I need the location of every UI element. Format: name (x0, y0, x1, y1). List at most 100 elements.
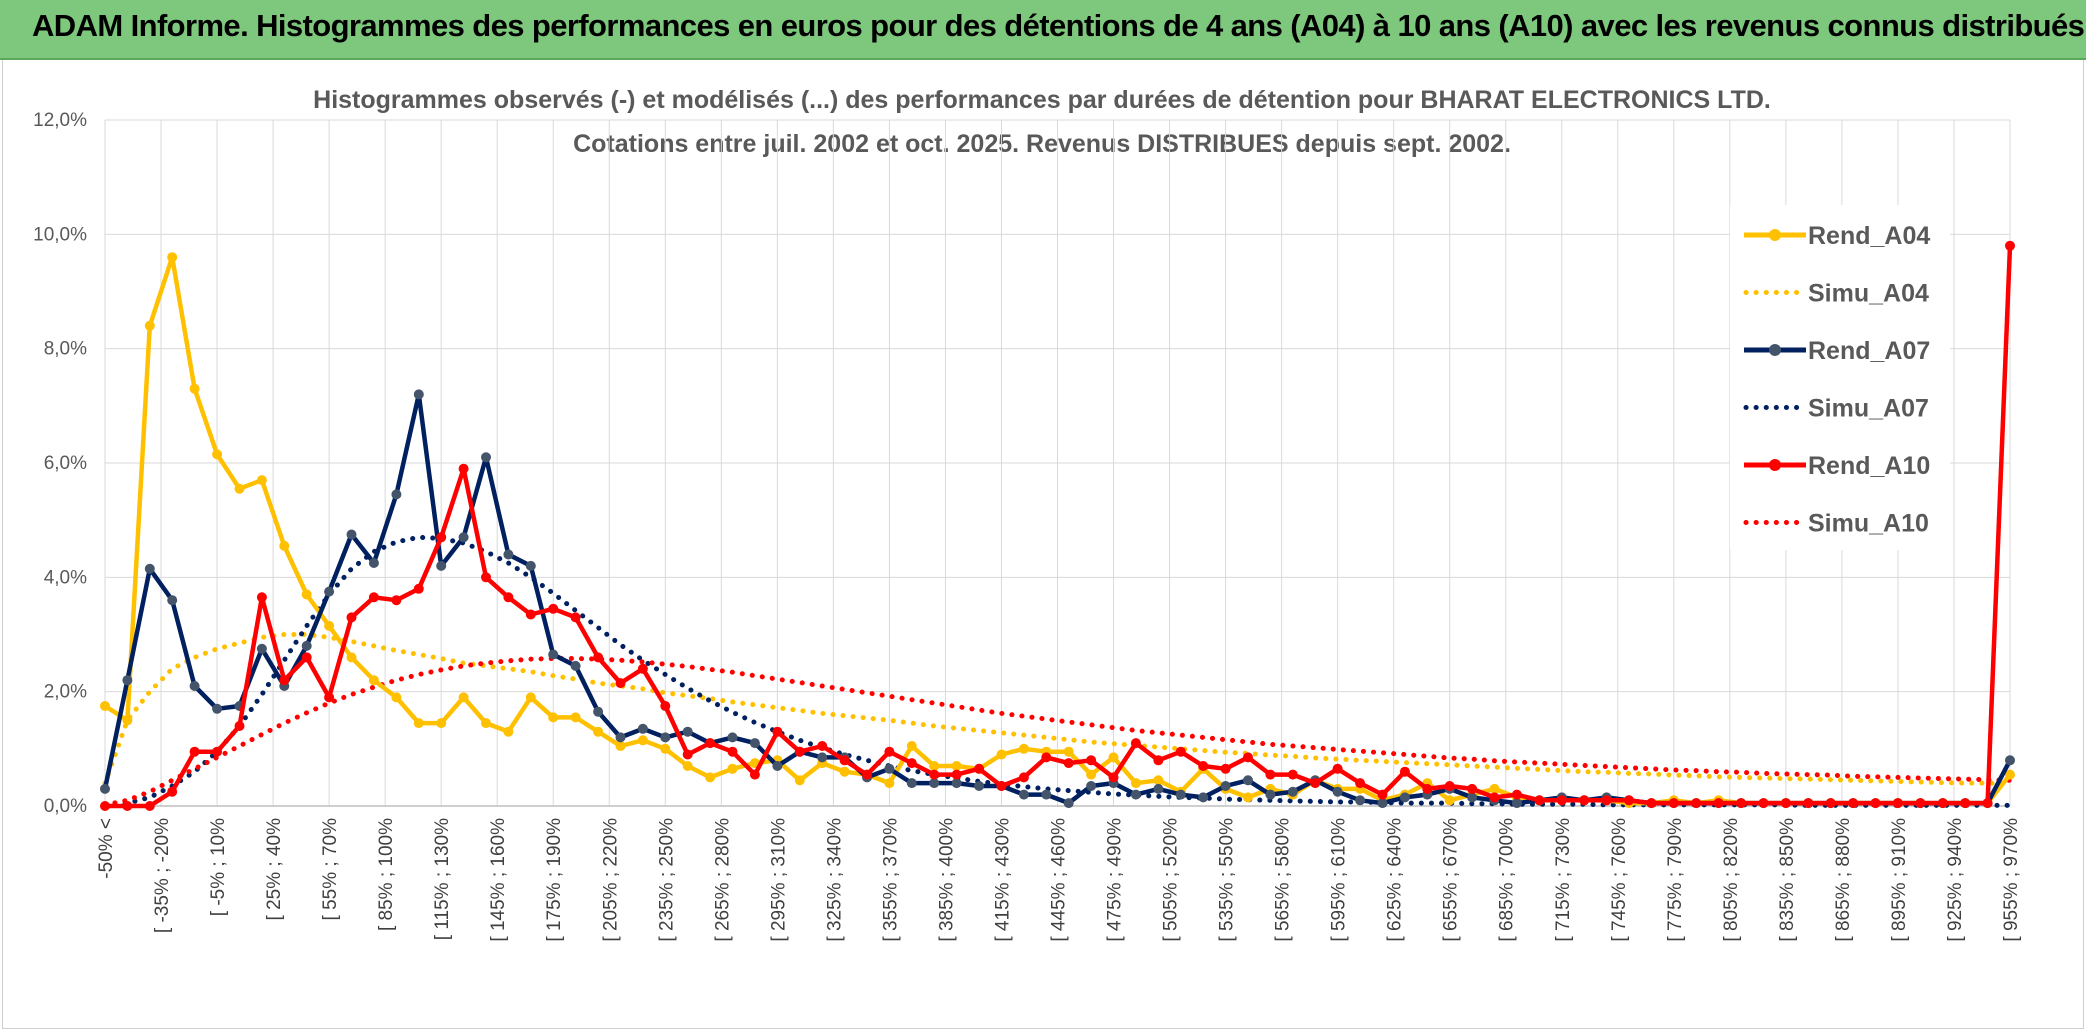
series-point-rend-a10 (301, 652, 312, 663)
series-point-rend-a07 (772, 761, 783, 771)
series-point-rend-a10 (570, 612, 581, 623)
x-tick-label: [ 415% ; 430% (992, 818, 1013, 942)
series-point-rend-a04 (951, 761, 962, 771)
series-point-rend-a04 (570, 712, 581, 723)
series-point-rend-a07 (481, 452, 491, 463)
chart-legend: Rend_A04 Simu_A04 Rend_A07 Simu_A07 Rend_A10… (1730, 205, 1950, 550)
x-tick-label: [ 745% ; 760% (1609, 818, 1630, 942)
x-tick-label: [ -5% ; 10% (208, 818, 229, 916)
series-point-rend-a07 (100, 783, 110, 794)
series-point-rend-a10 (1018, 772, 1029, 783)
x-tick-label: [ 685% ; 700% (1497, 818, 1518, 942)
series-point-rend-a07 (749, 738, 760, 749)
series-point-rend-a10 (1243, 752, 1253, 763)
series-point-rend-a10 (1086, 755, 1097, 766)
series-point-rend-a10 (1803, 798, 1814, 809)
series-point-rend-a04 (100, 701, 110, 711)
series-point-rend-a10 (727, 746, 738, 757)
series-line-simu-a04 (102, 632, 2013, 787)
series-point-rend-a04 (548, 712, 559, 723)
series-point-rend-a07 (1041, 789, 1052, 800)
series-point-rend-a07 (682, 726, 693, 737)
legend-label-simu-a10: Simu_A10 (1808, 510, 1929, 538)
series-point-rend-a04 (1243, 792, 1253, 803)
series-point-rend-a10 (548, 603, 559, 614)
series-point-rend-a10 (1668, 798, 1679, 809)
series-point-rend-a10 (772, 726, 783, 737)
series-point-rend-a10 (100, 801, 110, 811)
series-point-rend-a04 (705, 772, 716, 783)
series-point-rend-a07 (1063, 798, 1074, 809)
x-tick-label: [ 175% ; 190% (544, 818, 565, 942)
series-point-rend-a10 (436, 532, 447, 543)
series-point-rend-a10 (1377, 789, 1388, 800)
series-point-rend-a07 (1399, 792, 1410, 803)
series-point-rend-a07 (189, 681, 200, 691)
series-point-rend-a10 (1332, 763, 1343, 774)
series-point-rend-a07 (1332, 786, 1343, 797)
legend-marker-rend-a10 (1769, 459, 1781, 471)
chart-title: Histogrammes observés (-) et modélisés (… (313, 86, 1771, 114)
series-point-rend-a04 (884, 778, 895, 789)
series-point-rend-a10 (1467, 783, 1478, 794)
series-point-rend-a10 (346, 612, 357, 623)
chart-gridlines (104, 119, 2011, 807)
x-tick-label: [ 85% ; 100% (376, 818, 397, 931)
legend-label-rend-a10: Rend_A10 (1808, 452, 1930, 480)
x-tick-label: [ 565% ; 580% (1273, 818, 1294, 942)
x-tick-label: [ 625% ; 640% (1385, 818, 1406, 942)
x-tick-label: [ 205% ; 220% (600, 818, 621, 942)
series-point-rend-a04 (794, 775, 805, 786)
series-point-rend-a10 (234, 721, 245, 731)
series-point-rend-a04 (189, 383, 200, 394)
series-point-rend-a10 (1825, 798, 1836, 809)
series-point-rend-a04 (727, 763, 738, 774)
series-point-rend-a10 (1265, 769, 1276, 780)
series-point-rend-a04 (167, 252, 178, 263)
x-axis: -50% < [ -35% ; -20% [ -5% ; 10% [ 25% ; 40… (96, 805, 2022, 942)
series-point-rend-a04 (279, 540, 290, 551)
x-tick-label: [ -35% ; -20% (152, 818, 173, 933)
series-point-rend-a10 (839, 755, 850, 766)
series-point-rend-a10 (1691, 798, 1702, 809)
series-point-rend-a10 (1220, 763, 1231, 774)
series-point-rend-a10 (1422, 783, 1433, 794)
x-tick-label: [ 445% ; 460% (1049, 818, 1070, 942)
report-title: ADAM Informe. Histogrammes des performan… (32, 8, 2085, 43)
series-point-rend-a10 (1063, 758, 1074, 769)
series-point-rend-a10 (481, 572, 491, 583)
series-point-rend-a10 (1511, 789, 1522, 800)
series-point-rend-a10 (1198, 761, 1209, 771)
series-point-rend-a04 (212, 449, 223, 460)
x-tick-label: [ 385% ; 400% (936, 818, 957, 942)
series-point-rend-a07 (167, 595, 178, 606)
series-point-rend-a10 (1489, 792, 1500, 803)
series-point-rend-a07 (1355, 795, 1366, 806)
series-point-rend-a07 (637, 723, 648, 734)
series-point-rend-a10 (525, 609, 536, 620)
series-point-rend-a10 (660, 701, 671, 711)
series-point-rend-a10 (1870, 798, 1881, 809)
x-tick-label: [ 55% ; 70% (320, 818, 341, 921)
series-point-rend-a10 (1444, 781, 1455, 791)
series-point-rend-a04 (1130, 778, 1141, 789)
series-point-rend-a07 (974, 781, 985, 791)
series-point-rend-a07 (301, 640, 312, 651)
series-point-rend-a07 (1198, 792, 1209, 803)
x-tick-label: [ 325% ; 340% (824, 818, 845, 942)
y-axis: 0,0% 2,0% 4,0% 6,0% 8,0% 10,0% 12,0% (33, 110, 87, 817)
series-point-rend-a10 (1399, 766, 1410, 777)
series-point-rend-a10 (2005, 240, 2015, 251)
series-point-rend-a10 (1624, 795, 1634, 806)
y-tick-label: 2,0% (44, 682, 87, 703)
series-point-rend-a10 (167, 786, 178, 797)
series-point-rend-a04 (481, 718, 491, 729)
x-tick-label: [ 25% ; 40% (264, 818, 285, 921)
series-point-rend-a04 (234, 483, 245, 494)
series-point-rend-a07 (548, 649, 559, 660)
series-point-rend-a07 (1287, 786, 1298, 797)
series-point-rend-a10 (682, 749, 693, 760)
series-point-rend-a10 (951, 769, 962, 780)
series-point-rend-a04 (1153, 775, 1164, 786)
